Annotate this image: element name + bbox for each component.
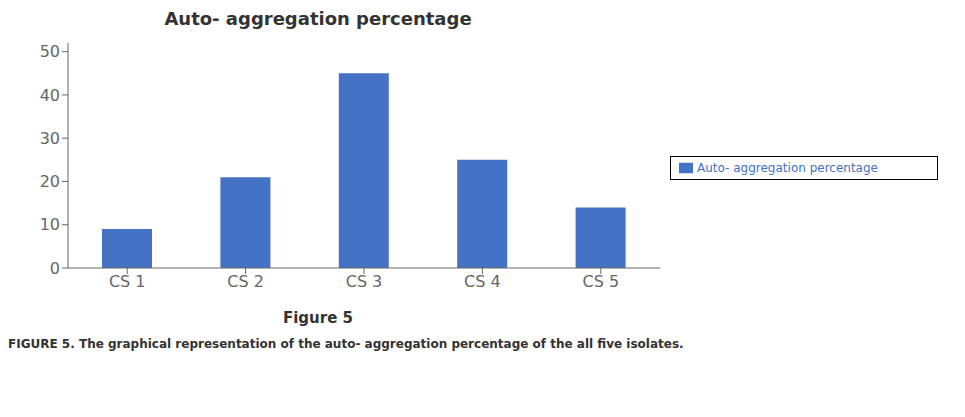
svg-text:CS 3: CS 3: [346, 272, 383, 291]
svg-text:30: 30: [40, 129, 60, 148]
svg-text:20: 20: [40, 172, 60, 191]
html-text:FIGURE 5. The graphical repres: FIGURE 5. The graphical representation o…: [8, 337, 684, 351]
svg-text:40: 40: [40, 86, 60, 105]
svg-text:50: 50: [40, 42, 60, 61]
svg-text:0: 0: [50, 259, 60, 278]
html-text:Auto- aggregation percentage: Auto- aggregation percentage: [164, 8, 472, 29]
svg-text:CS 5: CS 5: [583, 272, 620, 291]
svg-text:CS 1: CS 1: [109, 272, 146, 291]
svg-text:10: 10: [40, 215, 60, 234]
svg-text:CS 2: CS 2: [227, 272, 264, 291]
html-text:Figure 5: Figure 5: [283, 309, 353, 327]
svg-text:CS 4: CS 4: [464, 272, 501, 291]
html-text:Auto- aggregation percentage: Auto- aggregation percentage: [697, 160, 878, 175]
